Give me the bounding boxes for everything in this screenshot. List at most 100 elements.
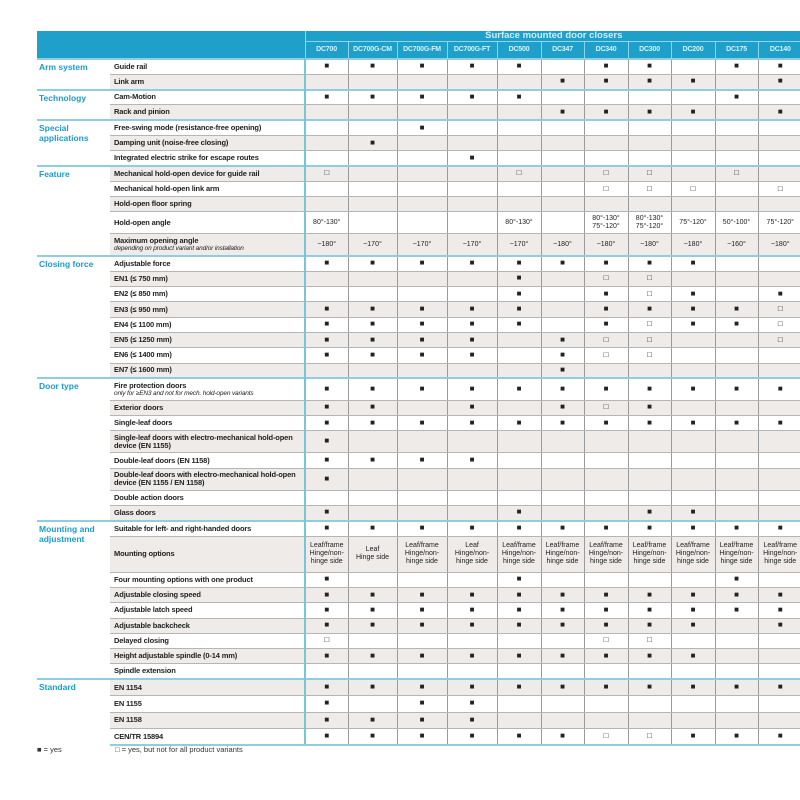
filled-square-icon: ■ (324, 319, 330, 329)
value-cell: 50°-100° (714, 211, 758, 235)
yes-marker: ■ (583, 104, 628, 121)
filled-square-icon: ■ (734, 523, 739, 533)
table-row: EN5 (≤ 1250 mm) ■ ■ ■ ■ ■ □ □ □ (37, 332, 800, 349)
feature-name: Glass doors (114, 507, 156, 517)
legend-yes: ■ = yes (37, 745, 62, 754)
value-cell: ~180° (670, 233, 715, 257)
value-cell (540, 150, 584, 167)
filled-square-icon: ■ (690, 288, 696, 298)
feature-name: EN 1155 (114, 698, 142, 708)
filled-square-icon: ■ (777, 604, 783, 614)
table-row: Mechanical hold-open link arm □ □ □ □ (37, 181, 800, 198)
value-cell (540, 271, 584, 288)
feature-name: Single-leaf doors with electro-mechanica… (114, 432, 293, 450)
yes-marker: ■ (714, 678, 758, 697)
value-cell (347, 430, 397, 454)
empty-square-icon: □ (516, 168, 522, 178)
yes-marker: ■ (446, 728, 497, 747)
empty-square-icon: □ (734, 168, 739, 178)
value-cell (347, 181, 397, 198)
yes-marker: ■ (496, 505, 541, 522)
yes-marker: ■ (347, 519, 397, 537)
yes-marker: ■ (540, 332, 584, 349)
value-cell (446, 135, 497, 152)
table-row: EN3 (≤ 950 mm) ■ ■ ■ ■ ■ ■ ■ ■ ■ □ (37, 301, 800, 318)
table-row: EN6 (≤ 1400 mm) ■ ■ ■ ■ ■ □ □ (37, 347, 800, 364)
filled-square-icon: ■ (647, 682, 652, 692)
yes-marker: ■ (396, 57, 447, 75)
partial-marker: □ (583, 181, 628, 198)
yes-marker: ■ (757, 415, 800, 432)
legend-partial: □ = yes, but not for all product variant… (115, 745, 243, 754)
filled-square-icon: ■ (370, 402, 375, 412)
yes-marker: ■ (496, 648, 541, 665)
yes-marker: ■ (540, 377, 584, 401)
feature-name: Single-leaf doors (114, 418, 173, 428)
value-cell (627, 572, 671, 588)
table-row: Feature Mechanical hold-open device for g… (37, 165, 800, 256)
group-label: Arm system (37, 58, 110, 90)
yes-marker: ■ (540, 104, 584, 121)
value-cell (670, 572, 715, 588)
value-cell (540, 196, 584, 213)
filled-square-icon: ■ (324, 402, 330, 412)
yes-marker: ■ (347, 587, 397, 604)
partial-marker: □ (627, 271, 671, 288)
yes-marker: ■ (304, 587, 348, 604)
value-cell (627, 712, 671, 730)
filled-square-icon: ■ (324, 304, 330, 313)
yes-marker: ■ (396, 332, 447, 349)
value-cell (714, 618, 758, 634)
value-cell (627, 88, 671, 106)
feature-name: Double action doors (114, 492, 184, 502)
feature-name: Cam-Motion (114, 92, 156, 102)
value-cell (714, 196, 758, 213)
yes-marker: ■ (757, 602, 800, 619)
filled-square-icon: ■ (370, 304, 375, 313)
yes-marker: ■ (396, 119, 447, 136)
yes-marker: ■ (396, 695, 447, 713)
column-header-dc140: DC140 (757, 41, 800, 59)
table-row: Single-leaf doors with electro-mechanica… (37, 430, 800, 454)
yes-marker: ■ (446, 88, 497, 106)
filled-square-icon: ■ (516, 682, 522, 692)
empty-square-icon: □ (603, 402, 609, 412)
feature-label: Rack and pinion (110, 104, 306, 121)
yes-marker: ■ (347, 57, 397, 75)
feature-label: Double action doors (110, 490, 306, 507)
yes-marker: ■ (304, 505, 348, 522)
yes-marker: ■ (670, 678, 715, 697)
yes-marker: ■ (347, 88, 397, 106)
value-cell (396, 196, 447, 213)
value-cell (347, 505, 397, 522)
value-cell (714, 286, 758, 303)
value-cell (757, 712, 800, 730)
value-cell (347, 490, 397, 507)
yes-marker: ■ (496, 377, 541, 401)
filled-square-icon: ■ (560, 589, 565, 599)
yes-marker: ■ (757, 519, 800, 537)
yes-marker: ■ (304, 88, 348, 106)
filled-square-icon: ■ (469, 604, 475, 614)
filled-square-icon: ■ (516, 731, 522, 741)
feature-name: Maximum opening angle (114, 236, 199, 246)
table-row: EN 1158 ■ ■ ■ ■ (37, 712, 800, 730)
value-cell (540, 712, 584, 730)
value-cell (496, 430, 541, 454)
value-cell (627, 663, 671, 680)
feature-label: Mechanical hold-open link arm (110, 181, 306, 198)
empty-square-icon: □ (603, 168, 609, 178)
partial-marker: □ (757, 181, 800, 198)
filled-square-icon: ■ (647, 76, 652, 86)
value-cell (714, 452, 758, 469)
value-cell (540, 317, 584, 333)
value-cell: ~170° (396, 233, 447, 257)
value-cell (304, 150, 348, 167)
filled-square-icon: ■ (603, 61, 609, 71)
yes-marker: ■ (757, 286, 800, 303)
yes-marker: ■ (304, 678, 348, 697)
yes-marker: ■ (714, 301, 758, 318)
value-cell (757, 490, 800, 507)
value-cell (496, 332, 541, 349)
feature-name: EN1 (≤ 750 mm) (114, 273, 168, 283)
